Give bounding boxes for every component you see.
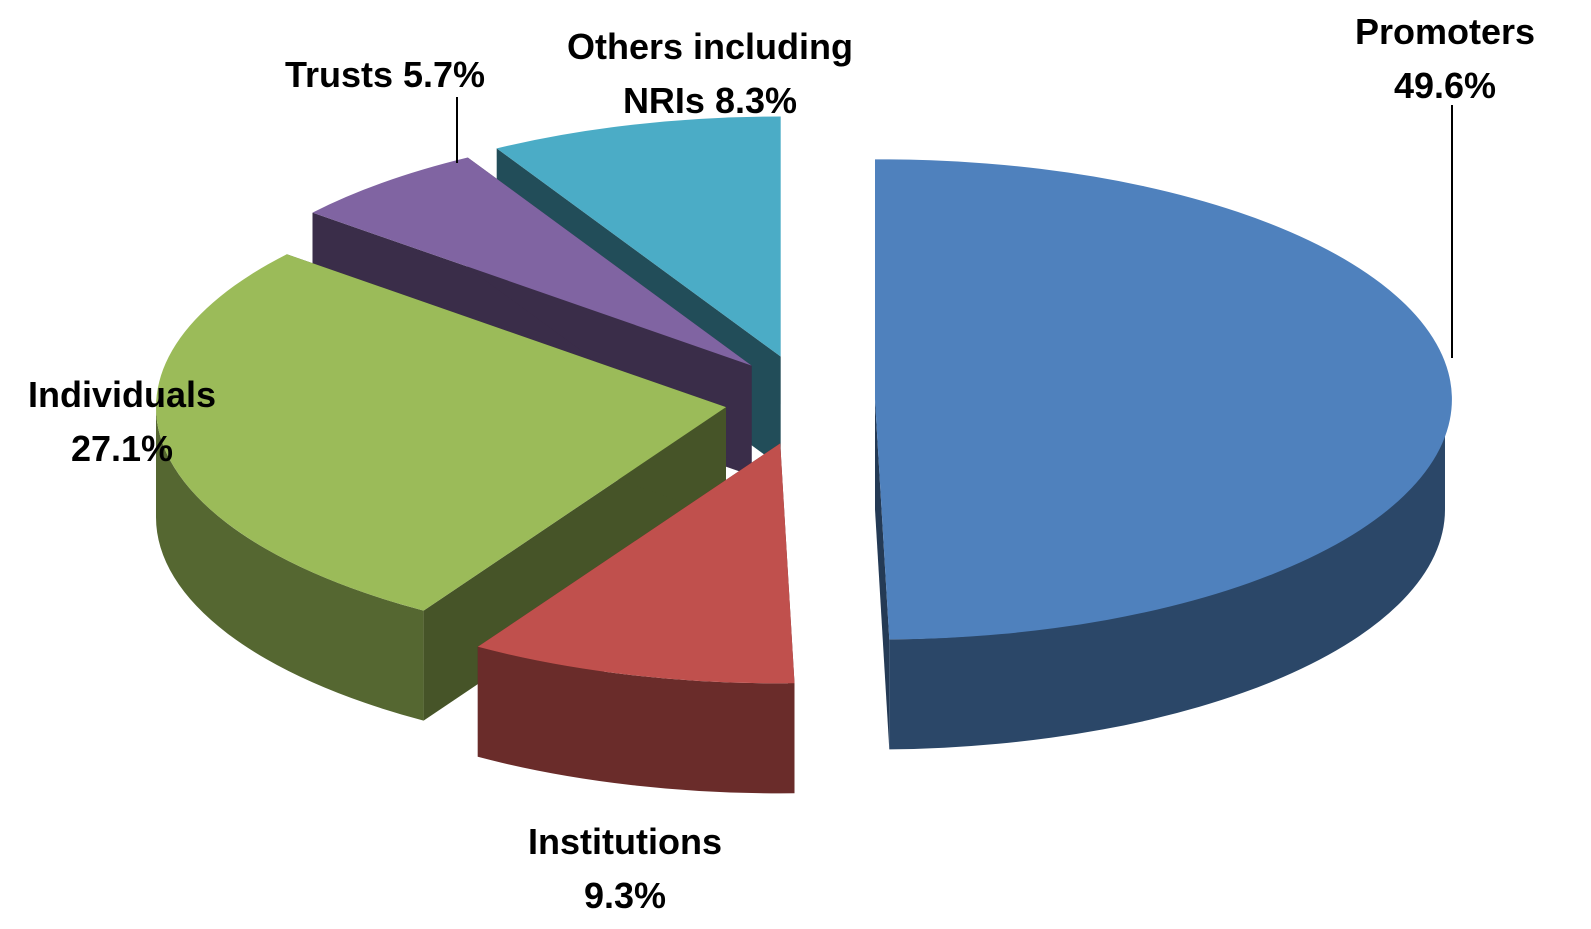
slice-side xyxy=(889,399,1445,750)
slice-label: Others including NRIs 8.3% xyxy=(540,20,880,128)
value-label: 27.1% xyxy=(70,428,174,469)
category-name: Promoters xyxy=(1354,11,1536,52)
value-label: 8.3% xyxy=(714,80,798,121)
category-name: Institutions xyxy=(528,821,722,862)
slice-label: Individuals 27.1% xyxy=(0,368,252,476)
slice xyxy=(156,254,726,721)
category-name: Others including NRIs xyxy=(566,26,853,121)
slice-top xyxy=(477,443,795,684)
slice-top xyxy=(156,254,726,611)
value-label: 9.3% xyxy=(583,875,667,916)
category-name: Individuals xyxy=(27,374,217,415)
category-name: Trusts xyxy=(284,54,393,95)
slice-label: Institutions 9.3% xyxy=(495,815,755,923)
slice-label: Trusts 5.7% xyxy=(175,48,595,102)
slice-side xyxy=(156,407,424,721)
slice-top xyxy=(312,157,752,366)
slice xyxy=(874,159,1452,750)
slice xyxy=(477,443,795,794)
slice-side xyxy=(477,646,795,794)
slice-top xyxy=(874,159,1452,640)
slice-label: Promoters 49.6% xyxy=(1315,5,1575,113)
slice-cut-face xyxy=(874,399,890,750)
value-label: 5.7% xyxy=(403,54,486,95)
value-label: 49.6% xyxy=(1393,65,1497,106)
slice-top xyxy=(496,116,781,357)
